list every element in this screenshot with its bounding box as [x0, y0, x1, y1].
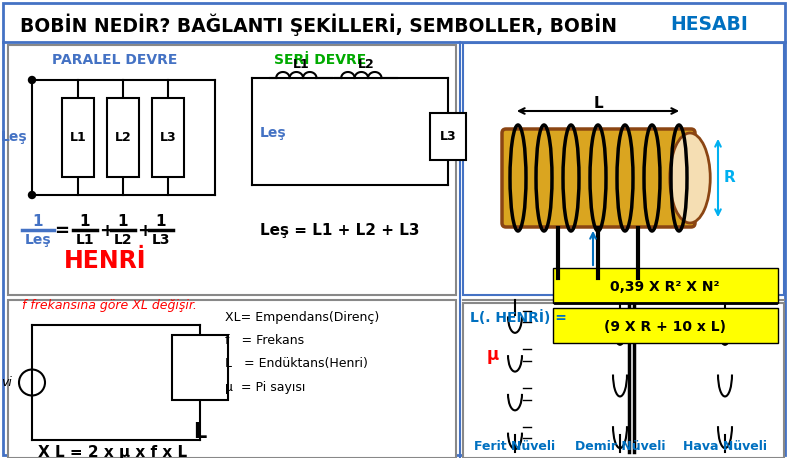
FancyBboxPatch shape [463, 43, 784, 295]
Text: +: + [137, 222, 153, 240]
Text: L(. HENRİ) =: L(. HENRİ) = [470, 310, 567, 325]
Text: μ: μ [487, 346, 499, 364]
Text: Leş: Leş [24, 233, 51, 247]
Text: L3: L3 [160, 131, 177, 144]
Text: L2: L2 [358, 58, 374, 71]
Text: L1: L1 [69, 131, 87, 144]
Text: 1: 1 [80, 214, 91, 229]
FancyBboxPatch shape [8, 300, 456, 458]
Text: f   = Frekans: f = Frekans [225, 334, 304, 348]
Text: 1: 1 [117, 214, 128, 229]
Text: L3: L3 [152, 233, 170, 247]
FancyBboxPatch shape [8, 45, 456, 295]
Text: Leş = L1 + L2 + L3: Leş = L1 + L2 + L3 [260, 224, 420, 239]
Text: Demir Nüveli: Demir Nüveli [574, 441, 665, 453]
Text: =: = [54, 222, 69, 240]
Text: Leş: Leş [0, 130, 27, 144]
Text: SERİ DEVRE: SERİ DEVRE [274, 53, 366, 67]
Text: f frekansına göre XL değişir.: f frekansına göre XL değişir. [22, 299, 197, 311]
Text: L3: L3 [440, 130, 456, 143]
Text: (9 X R + 10 x L): (9 X R + 10 x L) [604, 320, 726, 334]
Text: L1: L1 [292, 58, 310, 71]
Text: μ  = Pi sayısı: μ = Pi sayısı [225, 381, 306, 393]
Text: BOBİN NEDİR? BAĞLANTI ŞEKİLLERİ, SEMBOLLER, BOBİN: BOBİN NEDİR? BAĞLANTI ŞEKİLLERİ, SEMBOLL… [20, 14, 623, 36]
FancyBboxPatch shape [3, 3, 785, 455]
Ellipse shape [670, 133, 710, 223]
FancyBboxPatch shape [172, 335, 228, 400]
Text: HESABI: HESABI [670, 16, 748, 34]
FancyBboxPatch shape [152, 98, 184, 177]
Text: Ferit Nüveli: Ferit Nüveli [474, 441, 556, 453]
Text: 1: 1 [156, 214, 166, 229]
Text: L: L [193, 422, 206, 442]
FancyBboxPatch shape [553, 268, 778, 303]
FancyBboxPatch shape [463, 303, 784, 458]
FancyBboxPatch shape [502, 129, 695, 227]
Text: Hava Nüveli: Hava Nüveli [683, 441, 767, 453]
Text: N: N [586, 271, 600, 285]
Text: L: L [593, 96, 603, 110]
Text: L1: L1 [76, 233, 95, 247]
Circle shape [28, 76, 35, 83]
Text: +: + [99, 222, 114, 240]
Text: 0,39 X R² X N²: 0,39 X R² X N² [610, 280, 719, 294]
Text: HENRİ: HENRİ [64, 249, 147, 273]
Text: R: R [724, 170, 736, 185]
FancyBboxPatch shape [107, 98, 139, 177]
FancyBboxPatch shape [62, 98, 94, 177]
Text: vi: vi [1, 376, 12, 389]
Text: L2: L2 [114, 131, 132, 144]
FancyBboxPatch shape [430, 113, 466, 160]
Text: PARALEL DEVRE: PARALEL DEVRE [52, 53, 177, 67]
FancyBboxPatch shape [553, 308, 778, 343]
Text: X L = 2 x μ x f x L: X L = 2 x μ x f x L [38, 446, 187, 458]
Circle shape [28, 191, 35, 198]
Text: L2: L2 [113, 233, 132, 247]
Text: XL= Empendans(Direnç): XL= Empendans(Direnç) [225, 311, 379, 325]
Text: Leş: Leş [260, 126, 287, 140]
Text: 1: 1 [33, 214, 43, 229]
Text: L   = Endüktans(Henri): L = Endüktans(Henri) [225, 358, 368, 371]
